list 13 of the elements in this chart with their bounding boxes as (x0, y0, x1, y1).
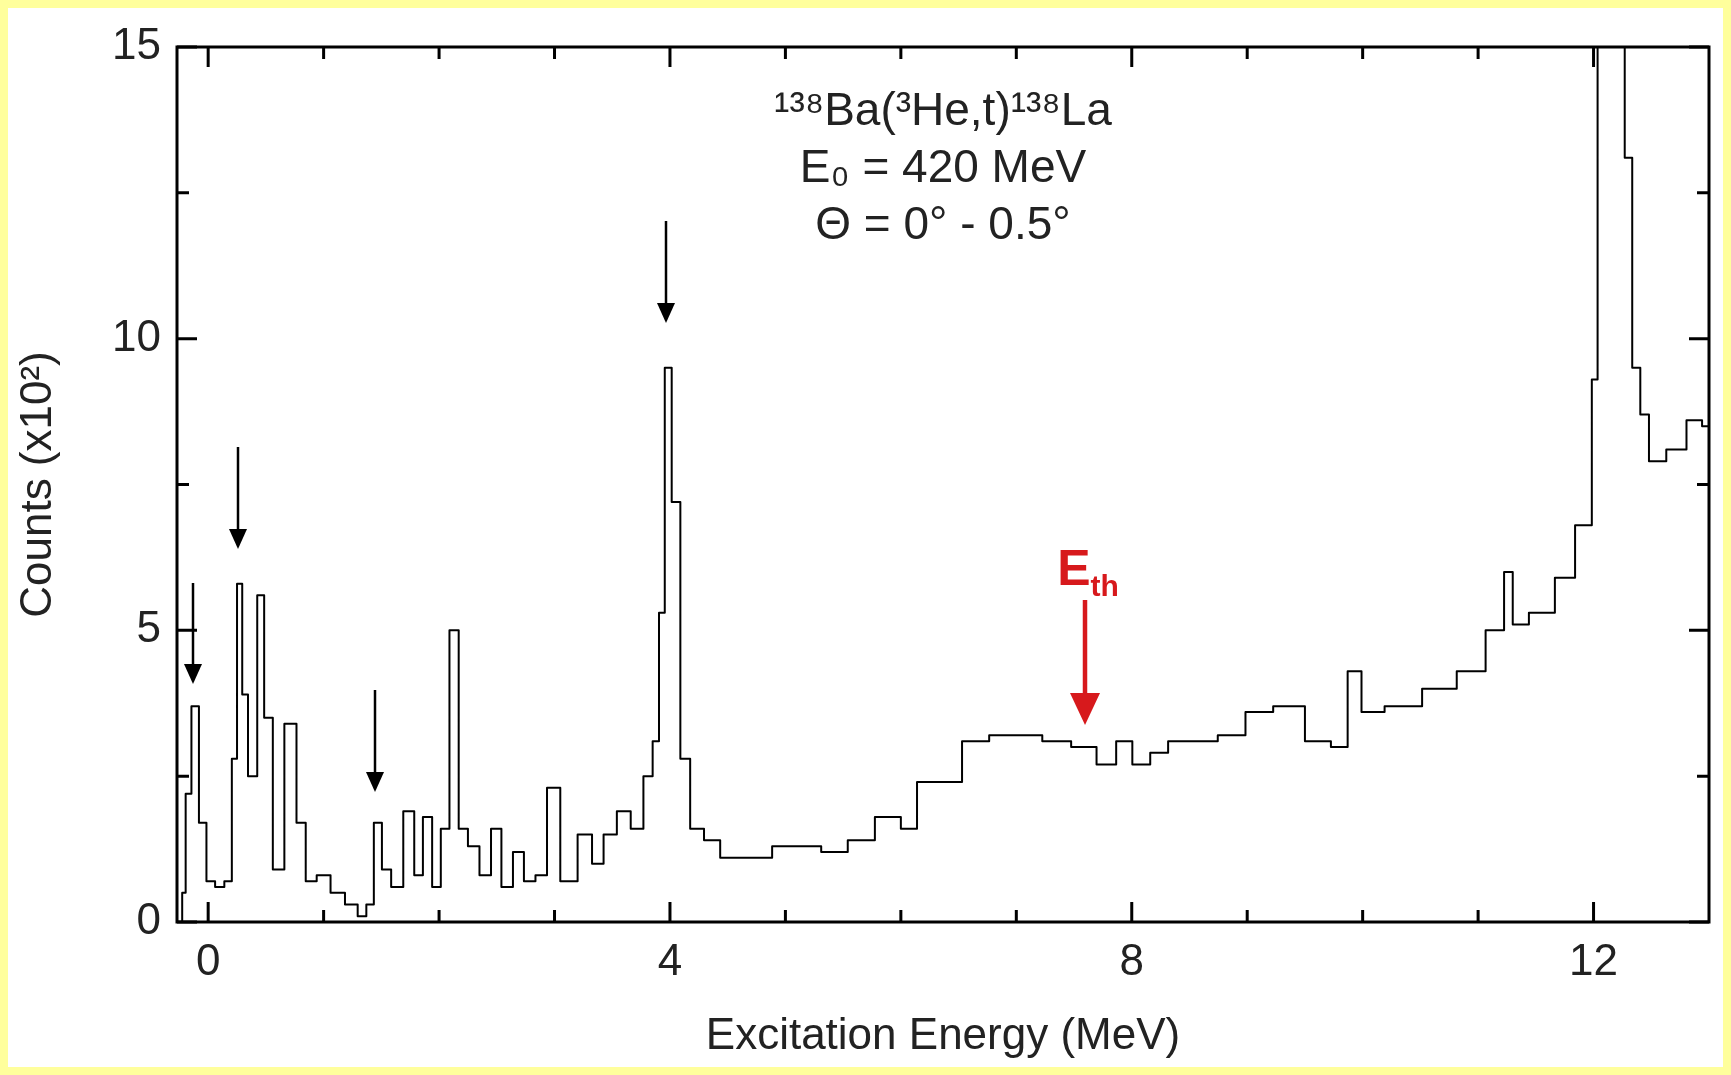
x-axis-title: Excitation Energy (MeV) (705, 1008, 1181, 1058)
x-tick-label: 0 (195, 934, 221, 984)
y-axis-title: Counts (x10²) (10, 351, 60, 618)
annotation: Θ = 0° - 0.5° (815, 197, 1071, 249)
y-tick-label: 5 (136, 602, 161, 652)
annotation: E₀ = 420 MeV (799, 140, 1087, 192)
y-tick-label: 15 (112, 19, 161, 69)
x-tick-label: 4 (657, 934, 683, 984)
x-tick-label: 12 (1569, 934, 1619, 984)
y-tick-label: 0 (136, 894, 161, 944)
y-tick-label: 10 (112, 310, 161, 360)
annotation: ¹³⁸Ba(³He,t)¹³⁸La (774, 83, 1113, 135)
x-tick-label: 8 (1119, 934, 1144, 984)
